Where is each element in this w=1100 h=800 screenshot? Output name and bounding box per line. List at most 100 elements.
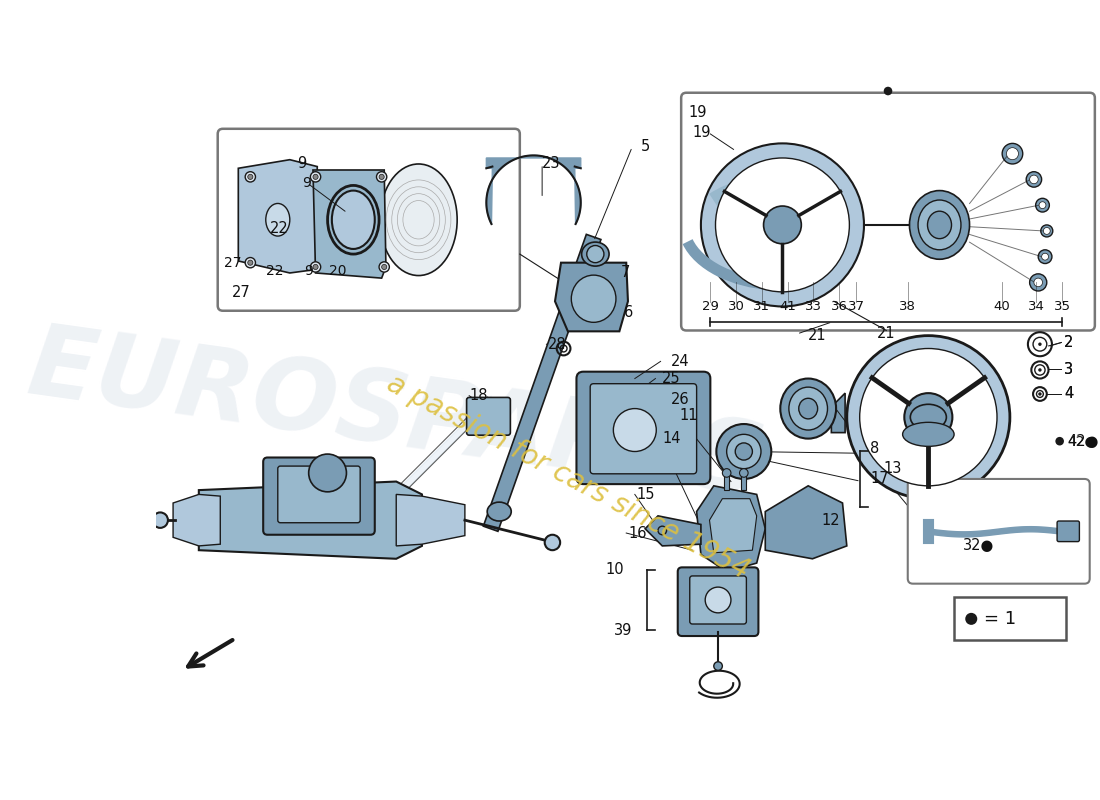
Text: 26: 26 [671, 393, 690, 407]
Circle shape [586, 246, 604, 262]
Circle shape [1044, 227, 1050, 234]
Circle shape [1055, 437, 1064, 446]
Text: 21: 21 [877, 326, 895, 342]
Circle shape [614, 409, 657, 451]
Bar [954, 598, 1066, 640]
Circle shape [153, 513, 168, 528]
Text: 23: 23 [542, 157, 561, 171]
Ellipse shape [379, 164, 458, 275]
Ellipse shape [266, 203, 289, 236]
Circle shape [714, 662, 723, 670]
Circle shape [705, 587, 730, 613]
Circle shape [376, 172, 387, 182]
Text: 27: 27 [224, 256, 242, 270]
Text: 11: 11 [680, 408, 698, 423]
Circle shape [310, 262, 321, 272]
FancyBboxPatch shape [263, 458, 375, 534]
Circle shape [248, 260, 253, 266]
Ellipse shape [927, 211, 952, 238]
Text: = 1: = 1 [984, 610, 1016, 628]
FancyBboxPatch shape [576, 372, 711, 484]
Circle shape [735, 443, 752, 460]
Text: 36: 36 [830, 300, 847, 313]
Text: 35: 35 [1054, 300, 1070, 313]
Text: 32●: 32● [962, 538, 994, 554]
Polygon shape [239, 160, 317, 273]
Ellipse shape [910, 190, 969, 259]
Text: 3: 3 [1064, 362, 1074, 377]
Ellipse shape [903, 422, 954, 446]
FancyBboxPatch shape [681, 93, 1094, 330]
Text: 9: 9 [297, 157, 307, 171]
Polygon shape [696, 486, 766, 572]
Text: 42●: 42● [1067, 434, 1099, 449]
Circle shape [1006, 148, 1019, 160]
Circle shape [309, 454, 346, 492]
Polygon shape [832, 393, 845, 433]
Text: 2: 2 [1064, 335, 1074, 350]
Circle shape [544, 534, 560, 550]
Text: 19: 19 [693, 125, 711, 140]
Text: 40: 40 [993, 300, 1011, 313]
Circle shape [715, 158, 849, 292]
Circle shape [904, 393, 953, 441]
Ellipse shape [487, 502, 512, 521]
Text: 25: 25 [662, 371, 681, 386]
Circle shape [1035, 198, 1049, 212]
Text: 9: 9 [301, 176, 310, 190]
Circle shape [701, 143, 864, 306]
Text: 37: 37 [848, 300, 865, 313]
Text: 39: 39 [614, 622, 632, 638]
Circle shape [727, 434, 761, 469]
Ellipse shape [332, 190, 375, 249]
Polygon shape [486, 155, 581, 224]
Bar [741, 473, 747, 490]
FancyBboxPatch shape [278, 466, 360, 522]
Text: 12: 12 [822, 513, 840, 528]
Text: 10: 10 [606, 562, 625, 578]
Circle shape [314, 174, 318, 179]
Polygon shape [766, 486, 847, 558]
Polygon shape [173, 494, 220, 546]
Text: 4: 4 [1064, 386, 1074, 402]
Polygon shape [710, 498, 757, 553]
Text: 18: 18 [470, 388, 487, 403]
Text: 29: 29 [702, 300, 718, 313]
Circle shape [1038, 392, 1042, 396]
Polygon shape [314, 170, 386, 278]
Circle shape [1034, 278, 1043, 286]
Circle shape [1030, 175, 1038, 184]
Text: 7: 7 [621, 266, 630, 281]
Text: 22: 22 [271, 221, 289, 236]
Polygon shape [645, 516, 701, 546]
Text: 19: 19 [688, 105, 706, 120]
Ellipse shape [780, 378, 836, 438]
Text: 2: 2 [1064, 335, 1074, 350]
Ellipse shape [799, 398, 817, 419]
Text: 8: 8 [870, 442, 879, 457]
Circle shape [379, 262, 389, 272]
FancyBboxPatch shape [908, 479, 1090, 584]
Circle shape [379, 174, 384, 179]
Circle shape [382, 264, 387, 270]
Circle shape [1040, 202, 1046, 209]
Polygon shape [483, 234, 601, 531]
Bar [724, 473, 729, 490]
Text: 5: 5 [641, 139, 650, 154]
Circle shape [883, 86, 892, 95]
Polygon shape [396, 494, 465, 546]
Circle shape [966, 613, 977, 625]
Text: 16: 16 [628, 526, 647, 541]
Circle shape [1002, 143, 1023, 164]
Circle shape [716, 424, 771, 479]
Text: 28: 28 [548, 337, 566, 352]
Ellipse shape [582, 242, 609, 266]
Circle shape [310, 172, 321, 182]
Circle shape [1042, 254, 1048, 260]
Text: 33: 33 [805, 300, 822, 313]
Polygon shape [199, 482, 422, 558]
FancyBboxPatch shape [1057, 521, 1079, 542]
Circle shape [1041, 225, 1053, 237]
Circle shape [245, 172, 255, 182]
Circle shape [245, 258, 255, 268]
